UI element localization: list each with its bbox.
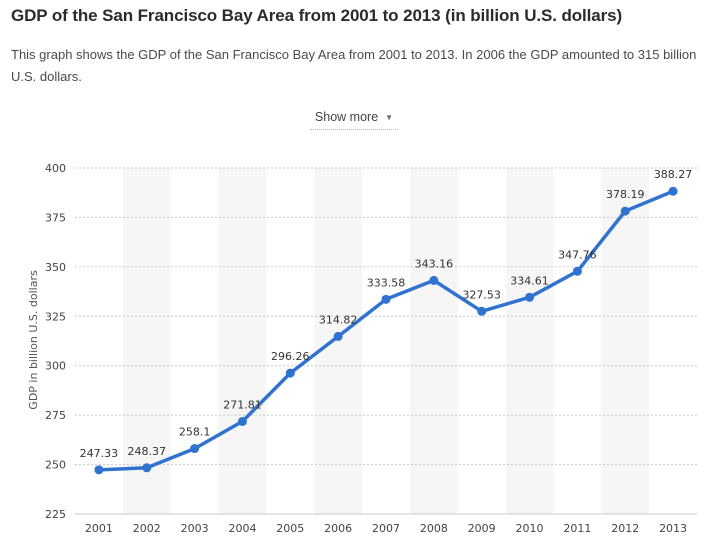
data-label: 388.27 — [654, 168, 693, 181]
data-labels: 247.33 248.37 258.1 271.81 296.26 314.82 333.5… — [80, 168, 693, 460]
data-label: 347.76 — [558, 248, 597, 261]
data-label: 258.1 — [179, 426, 211, 439]
x-tick-label: 2012 — [611, 522, 639, 535]
data-label: 248.37 — [128, 445, 167, 458]
column-band — [314, 168, 363, 514]
data-point — [142, 463, 152, 473]
data-label: 378.19 — [606, 188, 645, 201]
column-band — [122, 168, 171, 514]
show-more-button[interactable]: Show more ▼ — [310, 105, 398, 130]
x-tick-label: 2011 — [563, 522, 591, 535]
gridlines — [75, 167, 697, 515]
alternating-column-bands — [122, 168, 650, 514]
data-point — [94, 465, 104, 475]
y-tick-label: 225 — [45, 508, 66, 521]
data-label: 333.58 — [367, 276, 406, 289]
column-band — [505, 168, 554, 514]
data-point — [333, 331, 343, 341]
y-tick-label: 275 — [45, 409, 66, 422]
show-more-label: Show more — [314, 110, 379, 124]
column-band — [218, 168, 267, 514]
x-tick-label: 2001 — [85, 522, 113, 535]
data-point — [525, 292, 535, 302]
page-title: GDP of the San Francisco Bay Area from 2… — [11, 6, 623, 25]
x-tick-label: 2003 — [181, 522, 209, 535]
y-tick-label: 325 — [45, 310, 66, 323]
x-tick-label: 2010 — [516, 522, 544, 535]
data-point — [477, 306, 487, 316]
y-tick-label: 250 — [45, 459, 66, 472]
data-point — [190, 444, 200, 454]
x-tick-label: 2009 — [468, 522, 496, 535]
data-point — [620, 206, 630, 216]
x-tick-label: 2013 — [659, 522, 687, 535]
data-point — [381, 294, 391, 304]
data-label: 327.53 — [462, 288, 501, 301]
caret-down-icon: ▼ — [385, 112, 394, 122]
series-gdp — [94, 186, 678, 475]
x-tick-label: 2006 — [324, 522, 352, 535]
column-band — [601, 168, 650, 514]
x-tick-label: 2005 — [276, 522, 304, 535]
data-point — [668, 186, 678, 196]
data-point — [429, 275, 439, 285]
data-label: 271.81 — [223, 398, 262, 411]
x-tick-label: 2007 — [372, 522, 400, 535]
data-label: 343.16 — [415, 257, 454, 270]
chart-description: This graph shows the GDP of the San Fran… — [11, 47, 697, 84]
y-tick-label: 400 — [45, 162, 66, 175]
data-point — [237, 416, 247, 426]
data-label: 334.61 — [510, 274, 549, 287]
data-point — [285, 368, 295, 378]
data-label: 247.33 — [80, 447, 119, 460]
y-axis-ticks: 225 250 275 300 325 350 375 400 — [45, 162, 66, 521]
y-axis-label: GDP in billion U.S. dollars — [27, 270, 40, 410]
column-band — [409, 168, 458, 514]
data-label: 296.26 — [271, 350, 310, 363]
data-label: 314.82 — [319, 313, 358, 326]
x-tick-label: 2008 — [420, 522, 448, 535]
y-tick-label: 300 — [45, 360, 66, 373]
x-tick-label: 2002 — [133, 522, 161, 535]
x-axis-ticks: 2001 2002 2003 2004 2005 2006 2007 2008 2009 2010… — [85, 522, 687, 535]
data-point — [572, 266, 582, 276]
y-tick-label: 350 — [45, 261, 66, 274]
y-tick-label: 375 — [45, 211, 66, 224]
x-tick-label: 2004 — [228, 522, 256, 535]
